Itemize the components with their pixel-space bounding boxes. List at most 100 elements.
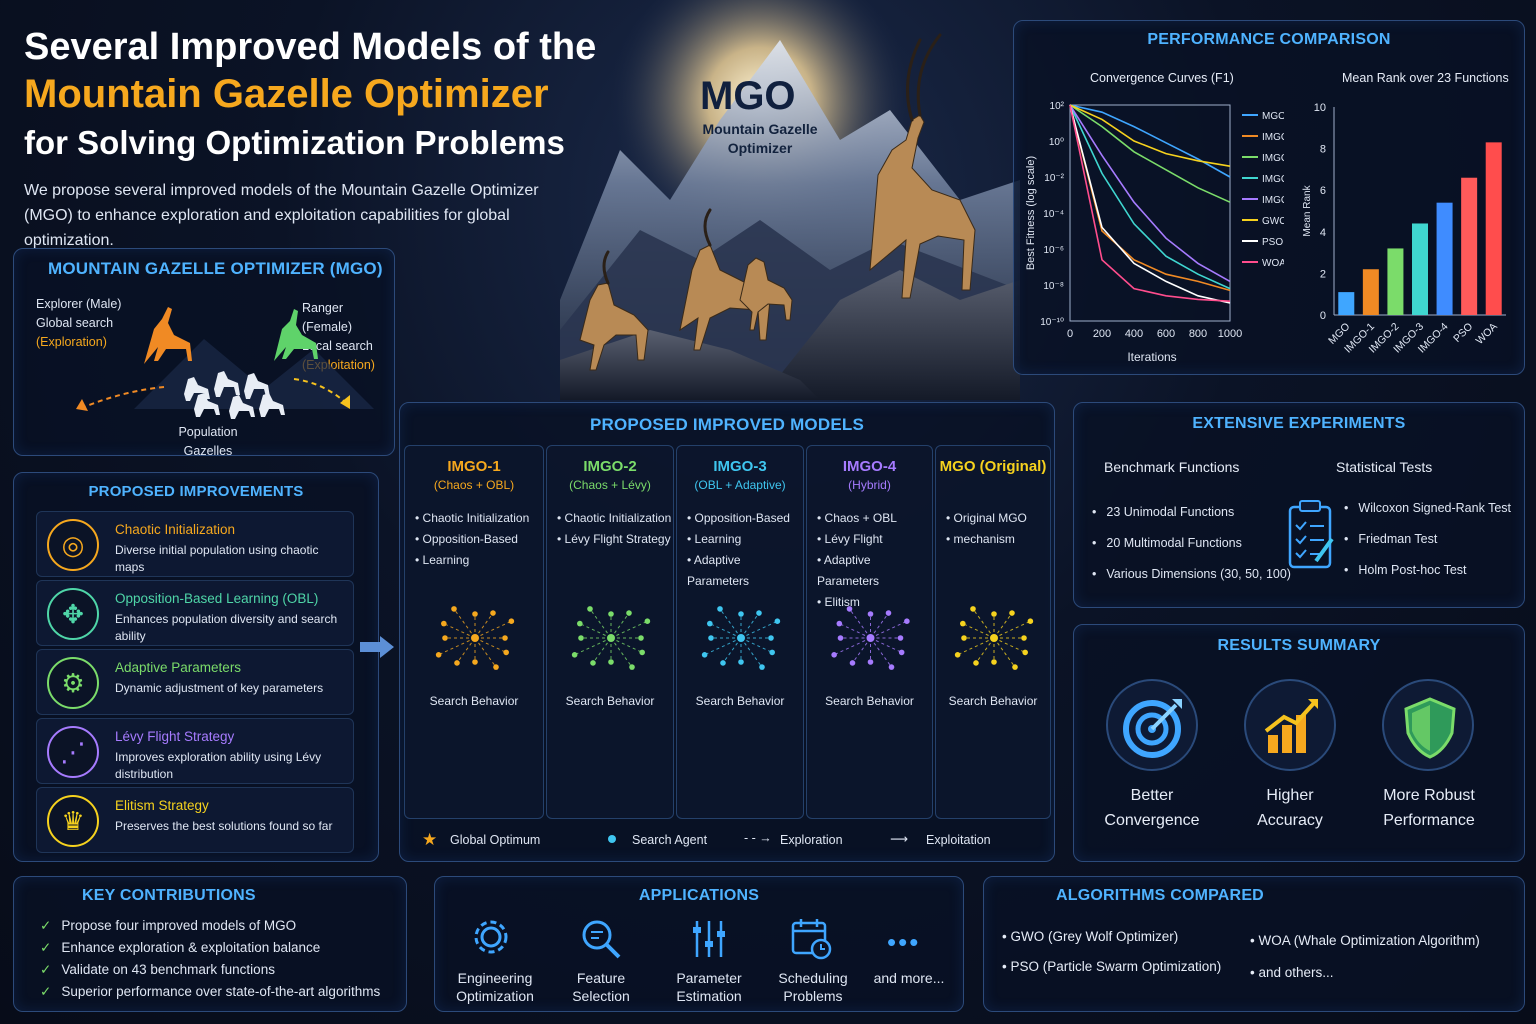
list-item: • Various Dimensions (30, 50, 100) xyxy=(1092,567,1291,581)
clipboard-checklist-icon xyxy=(1288,500,1334,569)
model-column-3: IMGO-4 (Hybrid) Chaos + OBLLévy FlightAdap… xyxy=(806,445,933,819)
solid-arrow-icon: ⟶ xyxy=(890,832,908,846)
algorithms-title: ALGORITHMS COMPARED xyxy=(1056,887,1264,904)
y-tick-label: 10⁻⁶ xyxy=(1043,245,1064,256)
bullet-icon: • xyxy=(1344,501,1349,515)
model-feature: Learning xyxy=(687,529,803,550)
list-item: • 23 Unimodal Functions xyxy=(1092,505,1235,519)
benchmark-list: • 23 Unimodal Functions • 20 Multimodal Fun… xyxy=(1092,497,1291,590)
bar-IMGO-3 xyxy=(1412,223,1428,315)
model-features: Chaotic InitializationOpposition-BasedLe… xyxy=(415,508,530,571)
search-behavior-label: Search Behavior xyxy=(565,694,655,708)
model-name: IMGO-3 xyxy=(713,458,767,475)
algorithm-others: • and others... xyxy=(1250,965,1334,980)
female-gazelle-icon xyxy=(274,309,318,361)
series-line-IMGO-2 xyxy=(1069,104,1231,203)
model-feature: Chaos + OBL xyxy=(817,508,932,529)
rank-x-label: PSO xyxy=(1451,321,1475,345)
convergence-chart: 10² 10⁰ 10⁻² 10⁻⁴ 10⁻⁶ 10⁻⁸ 10⁻¹⁰0 200 400 600 800… xyxy=(1025,101,1284,364)
rank-y-tick: 0 xyxy=(1320,310,1326,322)
improvement-desc: Improves exploration ability using Lévy … xyxy=(115,750,322,781)
improvement-1: ✥ Opposition-Based Learning (OBL) Enhances… xyxy=(36,580,354,646)
improvement-0: ◎ Chaotic Initialization Diverse initial p… xyxy=(36,511,354,577)
rank-x-label: WOA xyxy=(1474,321,1500,347)
improvement-title: Lévy Flight Strategy xyxy=(115,729,235,744)
list-item: • 20 Multimodal Functions xyxy=(1092,536,1242,550)
bar-growth-icon xyxy=(1244,679,1336,771)
legend-label: IMGO-1 xyxy=(1262,132,1284,143)
levy-path-icon: ⋰ xyxy=(47,726,99,778)
improvement-title: Elitism Strategy xyxy=(115,798,209,813)
mgo-logo: MGO xyxy=(700,74,796,118)
search-behavior-label: Search Behavior xyxy=(429,694,519,708)
calendar-clock-icon xyxy=(791,919,832,960)
model-column-1: IMGO-2 (Chaos + Lévy) Chaotic Initializati… xyxy=(546,445,674,819)
result-convergence: Better Convergence xyxy=(1104,787,1200,829)
bullet-icon: • xyxy=(1092,536,1097,550)
model-feature: Opposition-Based xyxy=(687,508,803,529)
algorithm-pso: • PSO (Particle Swarm Optimization) xyxy=(1002,959,1222,974)
results-panel: RESULTS SUMMARY Better Convergence Higher… xyxy=(1073,624,1525,862)
benchmark-title: Benchmark Functions xyxy=(1104,459,1240,475)
check-icon: ✓ xyxy=(40,918,52,933)
result-robust: More Robust Performance xyxy=(1383,787,1475,829)
improvement-title: Opposition-Based Learning (OBL) xyxy=(115,591,319,606)
gear-icon xyxy=(474,920,508,954)
improvement-title: Chaotic Initialization xyxy=(115,522,236,537)
legend-label: GWO xyxy=(1262,216,1284,227)
mgo-panel: MOUNTAIN GAZELLE OPTIMIZER (MGO) Explore… xyxy=(13,248,395,458)
improvement-desc: Diverse initial population using chaotic… xyxy=(115,543,319,574)
search-network-graphic xyxy=(701,606,781,670)
improvement-desc: Preserves the best solutions found so fa… xyxy=(115,819,333,833)
target-icon xyxy=(1106,679,1198,771)
search-network-graphic xyxy=(571,606,651,670)
model-column-2: IMGO-3 (OBL + Adaptive) Opposition-BasedLe… xyxy=(676,445,804,819)
y-tick-label: 10⁻² xyxy=(1044,173,1064,184)
check-icon: ✓ xyxy=(40,984,52,999)
x-tick-label: 400 xyxy=(1125,328,1143,340)
legend-label: IMGO-3 xyxy=(1262,174,1284,185)
rank-y-tick: 6 xyxy=(1320,185,1326,197)
y-axis-label: Best Fitness (log scale) xyxy=(1025,156,1037,270)
legend-global-optimum: Global Optimum xyxy=(450,833,541,847)
improvement-desc: Dynamic adjustment of key parameters xyxy=(115,681,324,695)
bullet-icon: • xyxy=(1092,567,1097,581)
model-name: IMGO-2 xyxy=(583,458,637,475)
model-feature: Adaptive Parameters xyxy=(817,550,932,592)
experiments-title: EXTENSIVE EXPERIMENTS xyxy=(1192,415,1406,432)
x-tick-label: 600 xyxy=(1157,328,1175,340)
models-title: PROPOSED IMPROVED MODELS xyxy=(589,415,864,434)
bullet-icon: • xyxy=(1344,532,1349,546)
algorithm-woa: • WOA (Whale Optimization Algorithm) xyxy=(1250,933,1480,948)
search-agent-dot-icon xyxy=(608,835,616,843)
model-feature: Original MGO xyxy=(946,508,1027,529)
applications-title: APPLICATIONS xyxy=(638,887,760,904)
applications-panel: APPLICATIONS ••• Engineering Optimization… xyxy=(434,876,964,1012)
spiral-icon: ◎ xyxy=(47,519,99,571)
magnifier-icon xyxy=(582,920,621,959)
list-item: ✓ Superior performance over state-of-the-… xyxy=(40,984,381,999)
star-icon: ★ xyxy=(422,830,438,849)
bullet-icon: • xyxy=(1092,505,1097,519)
experiments-panel: EXTENSIVE EXPERIMENTS Benchmark Function… xyxy=(1073,402,1525,608)
improvement-2: ⚙ Adaptive Parameters Dynamic adjustment o… xyxy=(36,649,354,715)
search-behavior-label: Search Behavior xyxy=(948,694,1038,708)
model-feature: Elitism xyxy=(817,592,932,613)
arrow-right-icon xyxy=(360,636,394,658)
model-features: Chaos + OBLLévy FlightAdaptive Parameter… xyxy=(817,508,932,613)
y-tick-label: 10⁻⁴ xyxy=(1043,209,1064,220)
title-line-1: Several Improved Models of the xyxy=(24,26,597,68)
list-item: • Friedman Test xyxy=(1344,532,1438,546)
algorithms-panel: ALGORITHMS COMPARED • GWO (Grey Wolf Opt… xyxy=(983,876,1525,1012)
list-item: ✓ Enhance exploration & exploitation bala… xyxy=(40,940,321,955)
model-subtitle: (Hybrid) xyxy=(848,478,891,492)
bar-MGO xyxy=(1338,292,1355,315)
model-name: MGO (Original) xyxy=(939,458,1047,475)
performance-panel: PERFORMANCE COMPARISON Convergence Curve… xyxy=(1013,20,1525,375)
search-network-graphic xyxy=(435,606,515,670)
improvement-desc: Enhances population diversity and search… xyxy=(115,612,338,643)
x-tick-label: 1000 xyxy=(1218,328,1242,340)
x-tick-label: 0 xyxy=(1067,328,1073,340)
rank-y-tick: 2 xyxy=(1320,268,1326,280)
